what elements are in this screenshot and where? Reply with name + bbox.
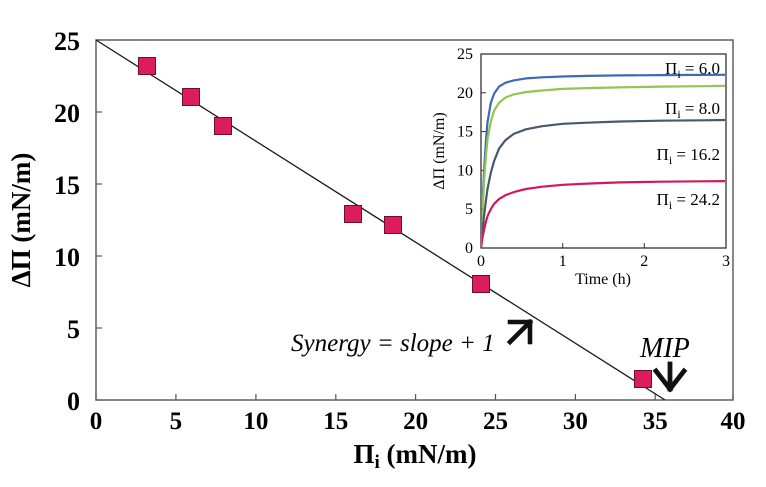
svg-text:Πi = 6.0: Πi = 6.0 — [665, 59, 720, 81]
svg-text:10: 10 — [457, 162, 473, 179]
svg-text:3: 3 — [722, 253, 730, 270]
svg-text:25: 25 — [54, 27, 80, 56]
svg-text:2: 2 — [640, 253, 648, 270]
svg-text:Synergy = slope + 1: Synergy = slope + 1 — [291, 330, 495, 357]
svg-text:5: 5 — [67, 315, 80, 344]
svg-text:MIP: MIP — [639, 333, 690, 364]
svg-text:35: 35 — [643, 408, 668, 435]
svg-text:5: 5 — [465, 201, 473, 218]
svg-text:0: 0 — [67, 387, 80, 416]
svg-text:25: 25 — [483, 408, 508, 435]
svg-text:0: 0 — [90, 408, 103, 435]
svg-text:20: 20 — [457, 85, 473, 102]
svg-text:15: 15 — [457, 124, 473, 141]
svg-text:40: 40 — [721, 408, 746, 435]
svg-text:10: 10 — [243, 408, 268, 435]
svg-text:20: 20 — [54, 99, 80, 128]
svg-text:Πi = 16.2: Πi = 16.2 — [657, 145, 720, 167]
svg-text:ΔΠ (mN/m): ΔΠ (mN/m) — [6, 153, 36, 288]
svg-text:Πi (mN/m): Πi (mN/m) — [353, 439, 476, 473]
svg-text:ΔΠ (mN/m): ΔΠ (mN/m) — [431, 112, 448, 189]
svg-text:0: 0 — [477, 253, 485, 270]
svg-text:10: 10 — [54, 243, 80, 272]
svg-text:15: 15 — [54, 171, 80, 200]
svg-text:Time (h): Time (h) — [575, 271, 631, 288]
svg-text:0: 0 — [465, 240, 473, 257]
svg-text:Πi = 24.2: Πi = 24.2 — [657, 190, 720, 212]
svg-text:5: 5 — [170, 408, 183, 435]
svg-text:Πi = 8.0: Πi = 8.0 — [665, 99, 720, 121]
svg-text:1: 1 — [559, 253, 567, 270]
svg-text:30: 30 — [563, 408, 588, 435]
svg-text:20: 20 — [403, 408, 428, 435]
svg-text:25: 25 — [457, 46, 473, 63]
svg-text:15: 15 — [323, 408, 348, 435]
